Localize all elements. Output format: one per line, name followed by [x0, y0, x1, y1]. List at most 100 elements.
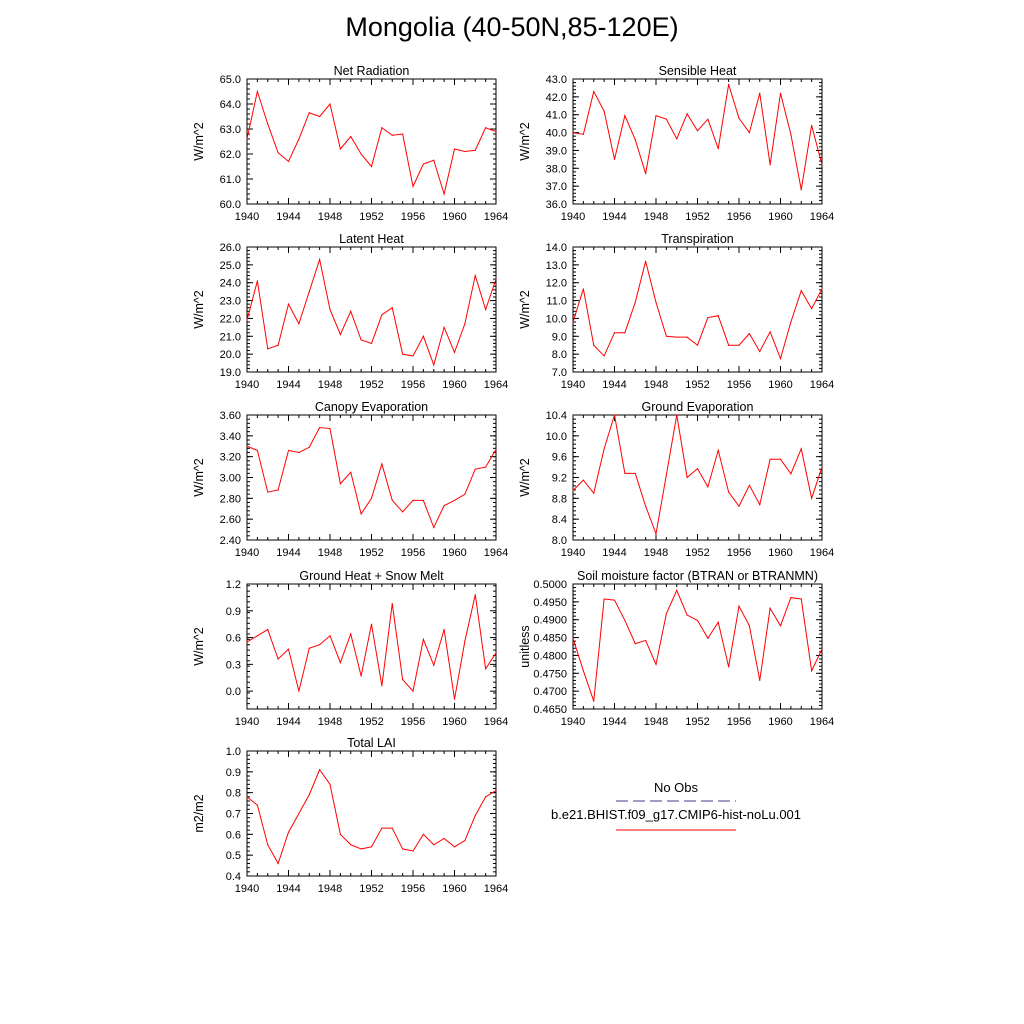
x-tick-label: 1960 [768, 211, 792, 223]
y-tick-label: 8.0 [552, 349, 567, 361]
y-tick-label: 0.4650 [533, 704, 567, 716]
data-point [391, 134, 393, 136]
x-tick-label: 1952 [685, 716, 709, 728]
data-point [350, 844, 352, 846]
data-point [593, 344, 595, 346]
y-tick-label: 0.4750 [533, 668, 567, 680]
data-point [381, 463, 383, 465]
x-tick-label: 1948 [318, 211, 342, 223]
data-point [412, 850, 414, 852]
data-point [717, 621, 719, 623]
data-point [495, 278, 497, 280]
x-tick-label: 1940 [561, 547, 585, 559]
data-point [308, 291, 310, 293]
data-point [412, 499, 414, 502]
data-point [624, 472, 626, 474]
data-point [308, 794, 310, 796]
y-tick-label: 3.00 [220, 473, 241, 485]
x-tick-label: 1952 [359, 883, 383, 895]
y-tick-label: 0.4900 [533, 615, 567, 627]
y-tick-label: 22.0 [220, 313, 241, 325]
data-point [256, 90, 258, 93]
data-point [686, 476, 688, 479]
data-point [759, 92, 761, 94]
data-point [821, 288, 823, 290]
data-point [319, 769, 321, 771]
x-tick-label: 1956 [401, 716, 425, 728]
y-tick-label: 0.4800 [533, 650, 567, 662]
y-tick-label: 10.4 [546, 410, 567, 422]
x-tick-label: 1944 [602, 547, 626, 559]
data-point [370, 497, 373, 499]
y-tick-label: 0.8 [226, 788, 241, 800]
data-point [811, 308, 813, 310]
y-axis-label: unitless [518, 625, 532, 667]
data-point [350, 310, 352, 312]
y-tick-label: 8.8 [552, 493, 567, 505]
plot-frame [246, 78, 497, 205]
x-tick-label: 1956 [727, 547, 751, 559]
data-point [402, 848, 404, 850]
x-tick-label: 1952 [685, 379, 709, 391]
y-tick-label: 19.0 [220, 367, 241, 379]
data-point [790, 596, 792, 599]
data-point [717, 315, 719, 317]
data-point [613, 599, 616, 601]
data-point [474, 274, 476, 277]
y-tick-label: 0.4950 [533, 597, 567, 609]
data-point [759, 503, 761, 506]
series-line [246, 89, 497, 196]
data-point [422, 499, 424, 502]
data-point [277, 152, 279, 154]
y-tick-label: 2.80 [220, 493, 241, 505]
data-point [267, 123, 269, 125]
data-point [350, 633, 352, 635]
data-point [582, 288, 584, 290]
data-point [821, 164, 823, 166]
data-point [686, 614, 688, 616]
data-point [495, 652, 497, 654]
data-point [800, 290, 802, 292]
data-point [339, 333, 341, 336]
y-tick-label: 0.4700 [533, 686, 567, 698]
data-point [655, 533, 657, 535]
plot-frame [246, 583, 497, 710]
data-point [624, 619, 626, 622]
chart-panel: Transpiration W/m^2 1940 1944 1948 1952 1956 19… [518, 232, 834, 391]
y-tick-label: 12.0 [546, 278, 567, 290]
data-point [422, 163, 424, 165]
data-point [360, 513, 362, 515]
data-point [443, 628, 445, 631]
data-point [402, 353, 404, 355]
x-tick-label: 1940 [561, 716, 585, 728]
legend-model-label: b.e21.BHIST.f09_g17.CMIP6-hist-noLu.001 [551, 807, 801, 822]
y-tick-label: 0.3 [226, 659, 241, 671]
x-tick-label: 1948 [318, 379, 342, 391]
data-point [665, 335, 667, 337]
data-point [582, 133, 584, 135]
y-axis-label: W/m^2 [192, 290, 206, 329]
data-point [769, 331, 771, 333]
x-tick-label: 1944 [276, 547, 300, 559]
chart-panel: Net Radiation W/m^2 1940 1944 1948 1952 1956 19… [192, 64, 508, 223]
data-point [728, 83, 730, 85]
data-point [360, 848, 362, 850]
chart-panel: Ground Evaporation W/m^2 1940 1944 1948 1952 1… [518, 400, 834, 559]
x-tick-label: 1944 [276, 716, 300, 728]
data-point [485, 796, 487, 798]
data-point [329, 635, 331, 637]
chart-panel: Latent Heat W/m^2 1940 1944 1948 1952 1956 1960… [192, 232, 508, 391]
chart-title: Transpiration [661, 232, 734, 246]
y-tick-label: 62.0 [220, 149, 241, 161]
plot-frame [572, 246, 823, 373]
y-tick-label: 8.0 [552, 535, 567, 547]
data-point [287, 160, 290, 163]
x-tick-label: 1952 [359, 379, 383, 391]
data-point [676, 336, 678, 338]
x-tick-label: 1956 [401, 211, 425, 223]
x-tick-label: 1964 [810, 547, 834, 559]
x-tick-label: 1948 [318, 716, 342, 728]
data-point [495, 130, 497, 133]
data-point [696, 468, 699, 470]
